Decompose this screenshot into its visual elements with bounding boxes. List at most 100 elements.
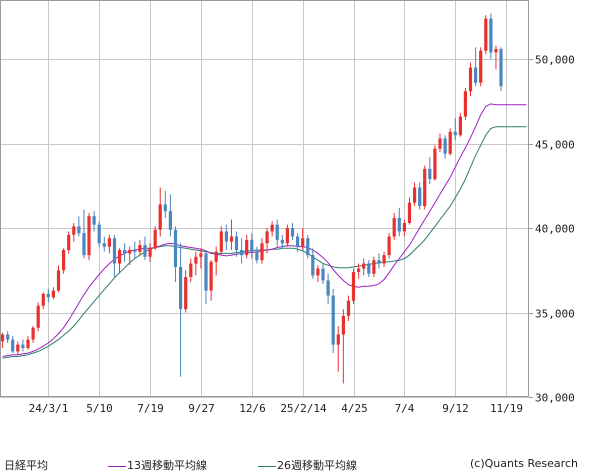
candle-down bbox=[204, 253, 208, 291]
x-tick-label: 24/3/1 bbox=[29, 402, 69, 415]
candle-up bbox=[128, 250, 132, 254]
x-tick-label: 7/4 bbox=[395, 402, 415, 415]
candle-down bbox=[77, 226, 81, 234]
candle-up bbox=[357, 268, 361, 272]
candle-up bbox=[402, 223, 406, 232]
candle-up bbox=[214, 251, 218, 262]
candle-down bbox=[397, 217, 401, 232]
candle-down bbox=[499, 49, 503, 87]
candle-up bbox=[158, 204, 162, 230]
x-tick-label: 4/25 bbox=[341, 402, 368, 415]
candle-up bbox=[16, 344, 20, 352]
candle-up bbox=[36, 305, 40, 328]
candle-down bbox=[280, 239, 284, 244]
candle-layer bbox=[1, 13, 503, 384]
x-tick-label: 9/12 bbox=[442, 402, 469, 415]
candle-down bbox=[275, 224, 279, 240]
candle-down bbox=[6, 334, 10, 340]
candle-up bbox=[118, 250, 122, 264]
moving-average-layer bbox=[2, 103, 527, 359]
candle-up bbox=[51, 290, 55, 298]
x-tick-label: 11/19 bbox=[490, 402, 523, 415]
candle-down bbox=[311, 255, 315, 276]
candle-up bbox=[148, 248, 152, 257]
candle-up bbox=[463, 91, 467, 117]
candle-up bbox=[382, 255, 386, 264]
candle-up bbox=[270, 224, 274, 232]
copyright: (c)Quants Research bbox=[470, 457, 578, 470]
candle-down bbox=[489, 18, 493, 53]
candle-up bbox=[346, 300, 351, 316]
plot-frame bbox=[0, 0, 529, 397]
candle-up bbox=[107, 238, 111, 247]
candle-up bbox=[362, 263, 366, 269]
candle-up bbox=[194, 256, 198, 264]
candle-down bbox=[11, 339, 15, 352]
candle-up bbox=[219, 231, 223, 252]
axis-label-layer: 30,000 35,000 40,000 45,000 50,000 24/3/1 5/10… bbox=[29, 54, 575, 416]
candle-up bbox=[458, 116, 462, 136]
candle-up bbox=[407, 202, 412, 223]
candle-up bbox=[265, 231, 269, 244]
candle-down bbox=[46, 293, 50, 298]
candle-up bbox=[153, 229, 157, 249]
candle-down bbox=[173, 229, 178, 267]
candle-up bbox=[468, 67, 473, 92]
candle-up bbox=[433, 148, 437, 180]
candle-up bbox=[438, 138, 442, 149]
ma13-line bbox=[2, 103, 527, 357]
candle-down bbox=[326, 280, 330, 296]
x-tick-label: 7/19 bbox=[137, 402, 164, 415]
candle-up bbox=[479, 50, 483, 83]
candle-down bbox=[306, 238, 310, 256]
candle-up bbox=[392, 217, 396, 237]
y-tick-label: 45,000 bbox=[535, 139, 575, 152]
legend-ma26: 26週移動平均線 bbox=[258, 457, 357, 473]
ma26-line bbox=[2, 126, 527, 359]
y-tick-label: 30,000 bbox=[535, 392, 575, 405]
legend-ma26-label: 26週移動平均線 bbox=[277, 459, 357, 472]
x-tick-label: 12/6 bbox=[239, 402, 266, 415]
candle-down bbox=[92, 216, 96, 225]
candle-up bbox=[301, 238, 305, 247]
legend-ma13-label: 13週移動平均線 bbox=[127, 459, 207, 472]
candle-up bbox=[56, 270, 61, 291]
candle-down bbox=[163, 204, 167, 212]
candle-up bbox=[494, 49, 498, 53]
candle-down bbox=[367, 263, 371, 274]
legend-ma26-line-icon bbox=[258, 465, 276, 467]
legend-ma13-line-icon bbox=[108, 465, 126, 467]
candle-down bbox=[428, 168, 432, 179]
candle-up bbox=[199, 253, 203, 257]
candle-up bbox=[245, 239, 249, 256]
candle-up bbox=[336, 334, 340, 345]
candle-up bbox=[41, 293, 45, 306]
y-tick-label: 50,000 bbox=[535, 54, 575, 67]
candle-up bbox=[316, 268, 320, 276]
candle-down bbox=[234, 236, 239, 250]
candle-up bbox=[423, 168, 427, 207]
candle-down bbox=[296, 236, 300, 247]
candle-down bbox=[179, 266, 183, 310]
candle-down bbox=[331, 295, 335, 345]
candle-up bbox=[209, 261, 213, 291]
candle-up bbox=[189, 263, 193, 277]
candle-down bbox=[168, 211, 172, 230]
candle-up bbox=[138, 245, 142, 252]
candle-up bbox=[184, 277, 188, 310]
candle-up bbox=[87, 216, 91, 256]
legend-index-name: 日経平均 bbox=[4, 459, 48, 472]
candle-up bbox=[387, 236, 391, 256]
candle-up bbox=[448, 131, 452, 154]
candle-down bbox=[474, 67, 478, 83]
candle-up bbox=[413, 187, 417, 203]
candle-up bbox=[31, 327, 35, 340]
candle-down bbox=[82, 233, 86, 256]
candle-down bbox=[224, 231, 228, 242]
candle-up bbox=[484, 18, 488, 51]
candle-up bbox=[372, 260, 376, 274]
x-tick-label: 5/10 bbox=[86, 402, 113, 415]
candle-down bbox=[240, 250, 244, 256]
y-tick-label: 40,000 bbox=[535, 223, 575, 236]
